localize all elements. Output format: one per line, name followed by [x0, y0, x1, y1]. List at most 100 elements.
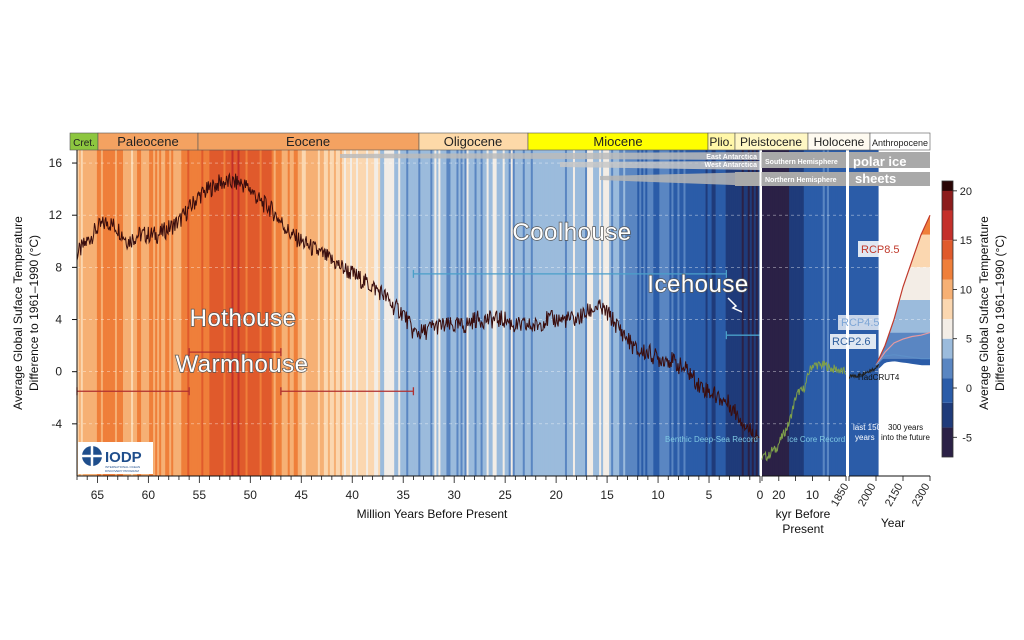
logo-cross-icon [82, 446, 102, 466]
stripe [795, 150, 799, 476]
stripe [299, 150, 303, 476]
stripe [731, 150, 735, 476]
stripe [486, 150, 490, 476]
stripe [237, 150, 241, 476]
stripe [239, 150, 243, 476]
stripe [343, 150, 347, 476]
stripe [90, 150, 94, 476]
x-year-tick-label: 2300 [910, 482, 933, 509]
stripe [526, 150, 530, 476]
stripe [225, 150, 229, 476]
stripe [116, 150, 120, 476]
x-axis-myr-ticks: 65 60 55 50 45 40 35 30 25 20 15 10 5 0 [76, 476, 764, 502]
stripe [691, 150, 695, 476]
stripe [839, 150, 843, 476]
stripe [271, 150, 275, 476]
temperature-stripes-year [849, 150, 930, 476]
stripe [837, 150, 841, 476]
rcp85-line [875, 214, 931, 366]
colorbar-block [942, 358, 953, 379]
stripe [727, 150, 731, 476]
x-myr-tick-label: 60 [142, 488, 156, 502]
stripe [793, 150, 796, 476]
colorbar: 20 15 10 5 0 -5 Average Global Suface Tempera… [941, 180, 1007, 458]
last-150-years-label-1: last 150 [853, 423, 882, 432]
stripe [803, 150, 807, 476]
stripe [743, 150, 747, 476]
epoch-header: Cret. Paleocene Eocene Oligocene Miocene… [69, 132, 931, 151]
stripe [137, 150, 140, 476]
stripe [474, 150, 478, 476]
stripe [259, 150, 263, 476]
stripe [285, 150, 289, 476]
x-year-tick-label: 1850 [829, 482, 852, 509]
regime-range-bars [76, 269, 761, 396]
stripe [331, 150, 335, 476]
stripe [211, 150, 214, 476]
stripe [701, 150, 705, 476]
stripe [143, 150, 146, 476]
rcp26-label-bg [830, 334, 876, 349]
stripe [380, 150, 383, 476]
stripe [321, 150, 325, 476]
stripe [233, 150, 237, 476]
stripe [404, 150, 407, 476]
stripe [831, 150, 834, 476]
colorbar-tick-label: 0 [966, 383, 972, 395]
colorbar-tick-label: 10 [960, 284, 972, 296]
stripe [510, 150, 514, 476]
polar-sheets-label: sheets [855, 171, 896, 186]
stripe [374, 150, 377, 476]
stripe [599, 150, 602, 476]
stripe [175, 150, 178, 476]
stripe [663, 150, 666, 476]
stripe [199, 150, 202, 476]
stripe [120, 150, 124, 476]
stripe [165, 150, 168, 476]
stripe [801, 150, 805, 476]
stripe [659, 150, 662, 476]
stripe [532, 150, 536, 476]
stripe [647, 150, 650, 476]
stripe [564, 150, 568, 476]
stripe [229, 150, 233, 476]
stripe [653, 150, 656, 476]
stripe [757, 150, 760, 476]
stripe [110, 150, 114, 476]
stripe [177, 150, 180, 476]
hadcrut-label: HadCRUT4 [858, 373, 900, 382]
stripe [778, 150, 782, 476]
stripe [350, 150, 353, 476]
stripe [562, 150, 566, 476]
southern-hemisphere-bar [760, 152, 930, 168]
stripe [291, 150, 295, 476]
stripe [635, 150, 638, 476]
stripe [725, 150, 729, 476]
stripe [472, 150, 476, 476]
stripe [279, 150, 283, 476]
stripe [733, 150, 737, 476]
stripe [456, 150, 460, 476]
colorbar-tick-label: 15 [960, 235, 972, 247]
stripe [770, 150, 773, 476]
rcp26-line [875, 354, 930, 366]
stripe [695, 150, 699, 476]
stripe [605, 150, 608, 476]
era-paleocene-label: Paleocene [117, 134, 178, 149]
stripe [426, 150, 429, 476]
stripe [378, 150, 381, 476]
stripe [843, 150, 846, 476]
stripe [339, 150, 343, 476]
stripe [452, 150, 456, 476]
stripe [277, 150, 281, 476]
stripe [283, 150, 287, 476]
stripe [554, 150, 558, 476]
stripe [745, 150, 749, 476]
icehouse-label: Icehouse [647, 271, 748, 298]
colorbar-block [942, 402, 953, 428]
y-tick-label: 16 [49, 156, 63, 170]
panel-separators [759, 135, 849, 476]
stripe [721, 150, 725, 476]
colorbar-block [942, 299, 953, 319]
stripe [223, 150, 227, 476]
